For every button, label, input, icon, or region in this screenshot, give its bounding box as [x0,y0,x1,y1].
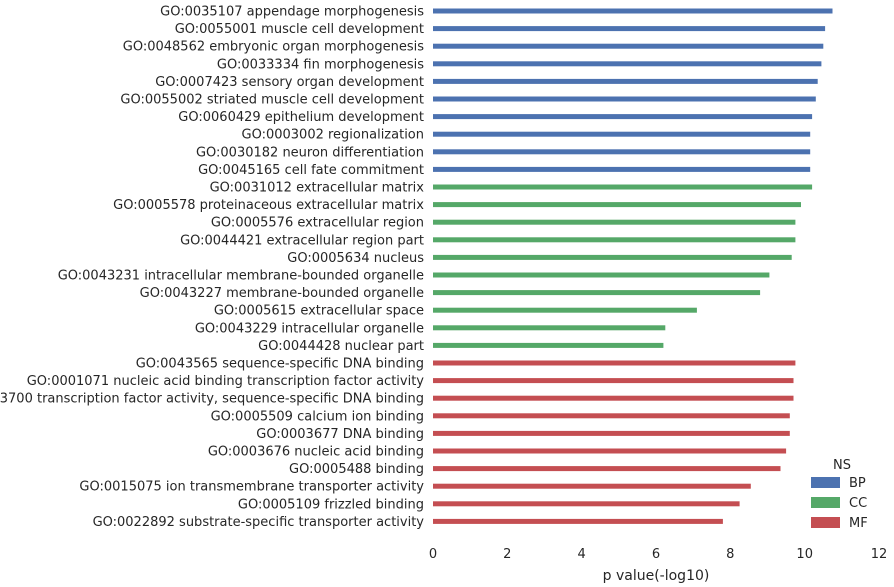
category-label: GO:0003700 transcription factor activity… [0,392,424,407]
legend: NS BP CC MF [811,458,868,531]
bar-bp [433,26,826,32]
bar-mf [433,518,723,524]
bar-mf [433,395,794,401]
category-label: GO:0043229 intracellular organelle [195,321,424,336]
category-label: GO:0003676 nucleic acid binding [208,445,424,460]
bar-mf [433,448,787,454]
x-axis-label: p value(-log10) [603,568,710,584]
category-label: GO:0043227 membrane-bounded organelle [140,286,424,301]
bar-bp [433,96,816,102]
x-tick-label: 8 [726,547,734,562]
category-labels: GO:0035107 appendage morphogenesis GO:005… [0,5,424,530]
category-label: GO:0022892 substrate-specific transporte… [93,515,425,530]
bar-cc [433,342,664,348]
category-label: GO:0015075 ion transmembrane transporter… [79,480,424,495]
legend-items: BP CC MF [811,476,868,531]
category-label: GO:0001071 nucleic acid binding transcri… [27,374,425,389]
x-axis-ticks: 0 2 4 6 8 10 12 [429,547,887,562]
category-label: GO:0005634 nucleus [287,251,424,266]
bar-cc [433,325,666,331]
bar-mf [433,501,740,507]
category-label: GO:0007423 sensory organ development [155,75,424,90]
bar-cc [433,307,697,313]
bar-bp [433,8,833,14]
x-tick-label: 10 [796,547,813,562]
category-label: GO:0060429 epithelium development [178,110,424,125]
bar-mf [433,466,781,472]
legend-swatch-mf [811,517,840,528]
bar-bp [433,166,811,172]
category-label: GO:0044428 nuclear part [258,339,424,354]
category-label: GO:0045165 cell fate commitment [198,163,424,178]
category-label: GO:0044421 extracellular region part [180,233,424,248]
x-tick-label: 2 [503,547,511,562]
bar-bp [433,43,824,49]
bar-cc [433,184,813,190]
category-label: GO:0033334 fin morphogenesis [217,57,424,72]
category-label: GO:0030182 neuron differentiation [196,145,424,160]
category-label: GO:0003002 regionalization [242,128,424,143]
x-tick-label: 0 [429,547,437,562]
legend-swatch-cc [811,497,840,508]
bar-cc [433,219,796,225]
bar-cc [433,272,770,278]
category-label: GO:0043231 intracellular membrane-bounde… [58,269,424,284]
bar-mf [433,360,796,366]
legend-label-bp: BP [849,476,866,491]
bar-bp [433,131,811,137]
category-label: GO:0005615 extracellular space [214,304,424,319]
bar-cc [433,290,761,296]
category-label: GO:0005576 extracellular region [211,216,424,231]
category-label: GO:0048562 embryonic organ morphogenesis [123,40,424,55]
category-label: GO:0031012 extracellular matrix [210,181,425,196]
bar-bp [433,78,818,84]
category-label: GO:0005578 proteinaceous extracellular m… [113,198,424,213]
bars-layer [433,8,833,524]
bar-cc [433,254,792,260]
category-label: GO:0055001 muscle cell development [175,22,424,37]
bar-mf [433,430,790,436]
category-label: GO:0003677 DNA binding [256,427,424,442]
bar-cc [433,237,796,243]
category-label: GO:0005109 frizzled binding [238,497,424,512]
bar-bp [433,61,822,67]
x-tick-label: 6 [652,547,660,562]
bar-bp [433,149,811,155]
bar-mf [433,378,794,384]
bar-cc [433,202,801,208]
legend-label-cc: CC [849,496,867,511]
bar-bp [433,114,813,120]
category-label: GO:0043565 sequence-specific DNA binding [136,357,424,372]
category-label: GO:0005488 binding [289,462,424,477]
x-tick-label: 4 [578,547,586,562]
x-tick-label: 12 [871,547,888,562]
bar-mf [433,413,790,419]
category-label: GO:0035107 appendage morphogenesis [160,5,424,20]
category-label: GO:0005509 calcium ion binding [211,409,424,424]
legend-swatch-bp [811,477,840,488]
category-label: GO:0055002 striated muscle cell developm… [120,93,424,108]
bar-mf [433,483,751,489]
legend-label-mf: MF [849,516,868,531]
legend-title: NS [833,458,851,473]
